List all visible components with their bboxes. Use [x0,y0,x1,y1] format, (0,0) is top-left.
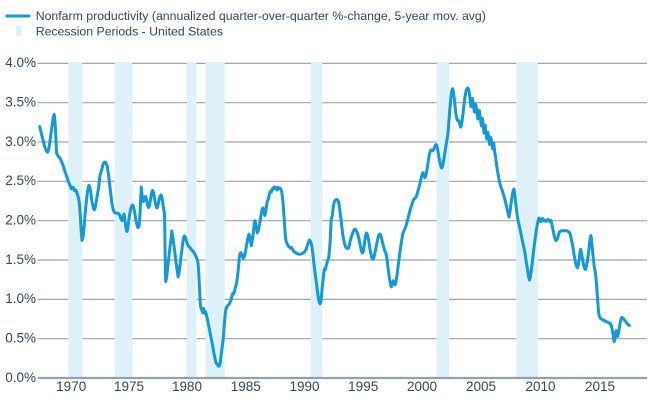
svg-text:1975: 1975 [114,379,144,394]
svg-text:0.0%: 0.0% [5,370,36,385]
svg-text:1995: 1995 [348,379,378,394]
svg-text:1970: 1970 [56,379,86,394]
svg-text:Recession Periods - United Sta: Recession Periods - United States [36,24,223,38]
svg-text:2015: 2015 [585,379,615,394]
svg-text:1990: 1990 [289,379,319,394]
svg-text:2010: 2010 [525,379,555,394]
svg-text:1.5%: 1.5% [5,252,36,267]
svg-text:2000: 2000 [407,379,437,394]
svg-text:Nonfarm productivity (annualiz: Nonfarm productivity (annualized quarter… [36,9,486,23]
svg-text:4.0%: 4.0% [5,55,36,70]
svg-text:1980: 1980 [172,379,202,394]
svg-text:2.5%: 2.5% [5,173,36,188]
svg-text:2005: 2005 [466,379,496,394]
svg-text:3.5%: 3.5% [5,95,36,110]
svg-text:2.0%: 2.0% [5,213,36,228]
svg-text:3.0%: 3.0% [5,134,36,149]
svg-text:0.5%: 0.5% [5,331,36,346]
svg-text:1985: 1985 [231,379,261,394]
svg-text:1.0%: 1.0% [5,291,36,306]
